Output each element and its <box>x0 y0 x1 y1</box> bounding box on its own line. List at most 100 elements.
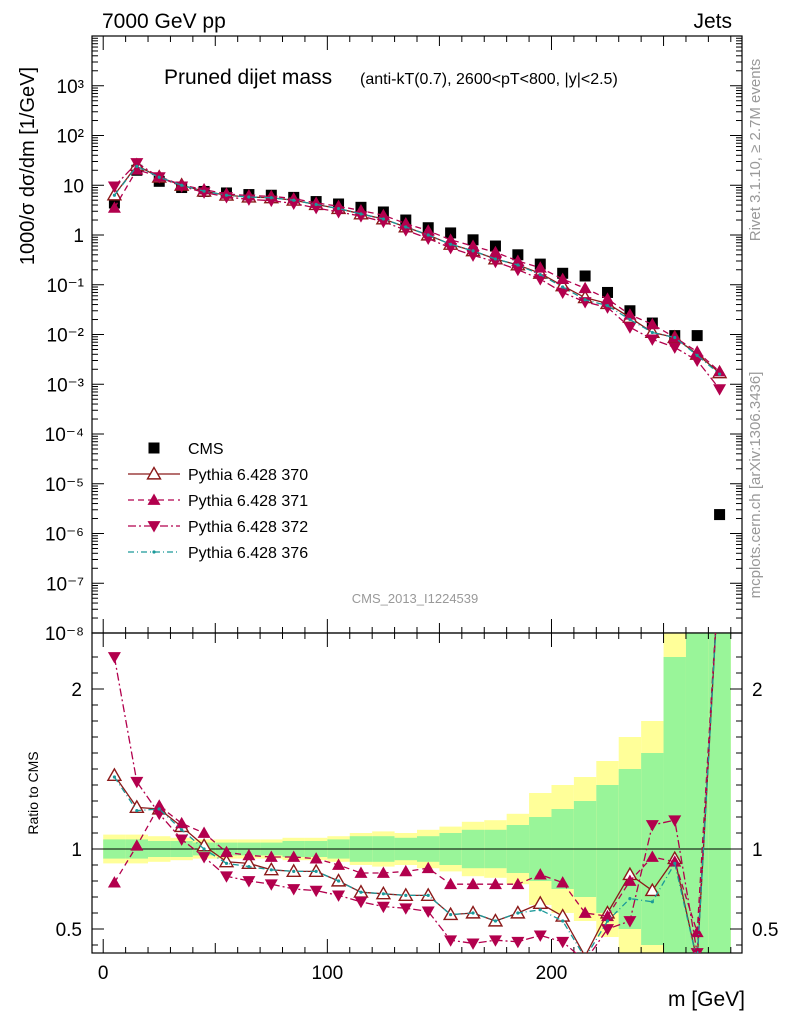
ratio-point <box>556 876 570 888</box>
ratio-point <box>623 874 637 886</box>
series-point <box>538 272 542 277</box>
series-point <box>354 211 368 223</box>
series-point <box>376 216 390 229</box>
series-point <box>533 261 547 273</box>
ratio-point <box>421 906 435 918</box>
ratio-series-group <box>106 633 717 953</box>
series-point <box>511 264 525 277</box>
series-line <box>113 165 721 375</box>
ratio-point <box>359 890 363 894</box>
ratio-point <box>623 916 637 928</box>
series-point <box>601 292 615 304</box>
ratio-point <box>287 850 301 862</box>
side-label-top: Rivet 3.1.10, ≥ 2.7M events <box>747 59 764 242</box>
ratio-point <box>493 919 498 923</box>
ratio-point <box>533 868 547 880</box>
ratio-line <box>113 633 717 953</box>
ratio-y-label: 2 <box>71 680 82 701</box>
ratio-point <box>287 884 301 896</box>
ratio-point <box>690 948 704 953</box>
ratio-point <box>157 807 161 811</box>
uncertainty-band-inner <box>708 633 731 953</box>
ratio-point <box>645 850 659 862</box>
ratio-point <box>196 837 212 852</box>
series-point <box>404 225 408 229</box>
cms-data-point <box>691 330 703 342</box>
main-frame <box>91 35 743 634</box>
series-point <box>578 281 592 294</box>
ratio-point <box>381 892 385 896</box>
ratio-point <box>668 815 682 827</box>
ratio-point <box>488 935 502 947</box>
ratio-point <box>180 828 184 832</box>
legend-label: Pythia 6.428 376 <box>188 545 308 562</box>
legend-marker <box>148 442 160 454</box>
y-tick-label: 10⁻⁶ <box>45 525 84 546</box>
legend-label: Pythia 6.428 372 <box>188 519 308 536</box>
y-tick-label: 10 <box>63 176 84 197</box>
series-point <box>292 198 296 202</box>
series-point <box>713 365 727 377</box>
series-point <box>264 195 278 208</box>
ratio-point <box>332 858 346 870</box>
side-label-bottom: mcplots.cern.ch [arXiv:1306.3436] <box>747 372 764 599</box>
ratio-point <box>314 869 318 874</box>
ratio-point <box>332 890 346 902</box>
ratio-point <box>197 826 211 838</box>
ratio-point <box>376 866 390 878</box>
x-tick-label: 100 <box>311 963 343 984</box>
ratio-point <box>130 776 144 789</box>
series-point <box>180 183 184 187</box>
y-tick-label: 10⁻⁴ <box>45 425 84 446</box>
ratio-point <box>242 876 256 888</box>
y-tick-label: 10² <box>57 127 84 148</box>
legend-marker <box>152 550 156 554</box>
ratio-point <box>601 924 615 936</box>
ratio-point <box>605 919 610 923</box>
series-point <box>381 217 385 221</box>
series-point <box>556 272 570 284</box>
series-point <box>449 242 453 246</box>
series-point <box>533 274 547 286</box>
ratio-point <box>197 852 211 864</box>
ratio-panel: 0.5 0.5 1 1 2 2 0 100 200 Ratio to CMS m [GeV] <box>25 632 778 1011</box>
ratio-point <box>264 850 278 862</box>
series-line <box>113 162 721 390</box>
ratio-point <box>175 834 189 846</box>
series-point <box>314 202 318 207</box>
y-tick-label: 10⁻³ <box>47 375 85 396</box>
main-ylabel: 1000/σ dσ/dm [1/GeV] <box>17 67 39 265</box>
main-subtitle: (anti-kT(0.7), 2600<pT<800, |y|<2.5) <box>360 71 618 88</box>
x-tick-label: 0 <box>98 963 109 984</box>
cms-data-point <box>445 227 457 239</box>
ratio-y-label-right: 2 <box>752 680 763 701</box>
main-panel: 10⁻⁸ 10⁻⁷ 10⁻⁶ 10⁻⁵ 10⁻⁴ 10⁻³ 10⁻² 10⁻¹ 1 10 10² 10… <box>17 35 743 645</box>
ratio-point <box>533 930 547 942</box>
ratio-point <box>650 900 654 904</box>
ratio-point <box>578 906 592 918</box>
uncertainty-band-inner <box>663 657 686 953</box>
ratio-point <box>269 868 273 872</box>
series-point <box>668 342 682 354</box>
series-point <box>466 239 480 251</box>
ratio-point <box>466 938 480 950</box>
legend-label: Pythia 6.428 370 <box>188 467 308 484</box>
y-tick-label: 10⁻⁵ <box>45 475 84 496</box>
series-point <box>247 195 251 199</box>
ratio-point <box>561 919 565 923</box>
series-point <box>130 158 144 170</box>
ratio-point <box>264 879 278 891</box>
series-point <box>561 285 565 289</box>
ratio-point <box>309 852 323 864</box>
ratio-point <box>354 866 368 878</box>
ratio-point <box>399 864 413 877</box>
ratio-point <box>644 882 661 897</box>
x-tick-label: 200 <box>536 963 568 984</box>
series-point <box>426 233 430 237</box>
ratio-point <box>106 767 123 781</box>
ratio-point <box>242 848 256 861</box>
y-tick-label: 10⁻⁸ <box>45 624 84 645</box>
legend-label: CMS <box>188 441 224 458</box>
series-point <box>107 201 121 213</box>
